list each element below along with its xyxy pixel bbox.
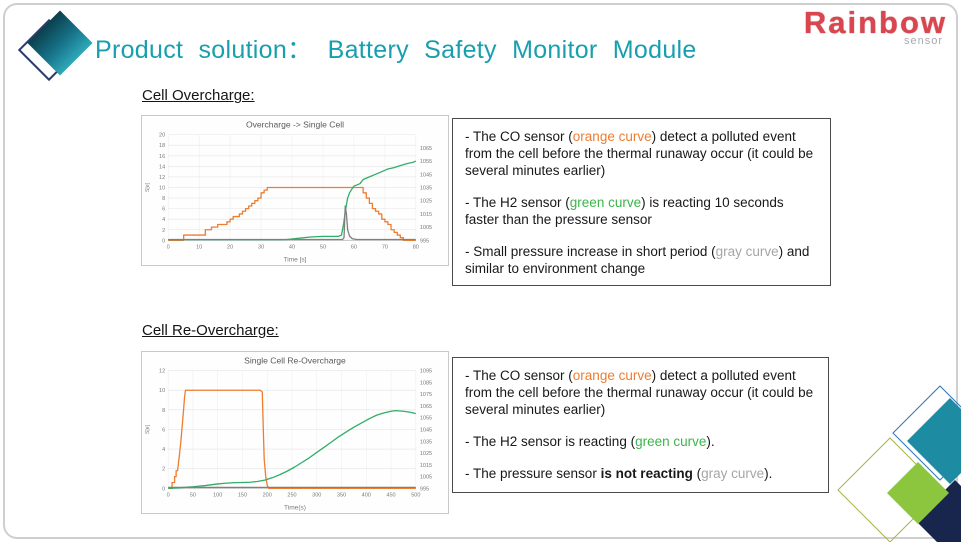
svg-text:6: 6 — [162, 207, 165, 213]
svg-text:80: 80 — [413, 244, 419, 250]
svg-text:2: 2 — [162, 228, 165, 234]
svg-text:20: 20 — [227, 244, 233, 250]
svg-text:1005: 1005 — [420, 475, 432, 481]
svg-text:1085: 1085 — [420, 380, 432, 386]
svg-text:6: 6 — [162, 427, 165, 433]
decor-diamond-teal — [907, 398, 961, 484]
notes-reovercharge: - The CO sensor (orange curve) detect a … — [452, 357, 829, 493]
note-paragraph: - The H2 sensor (green curve) is reactin… — [465, 195, 784, 227]
svg-text:500: 500 — [411, 492, 420, 498]
svg-text:8: 8 — [162, 196, 165, 202]
svg-text:10: 10 — [159, 185, 165, 191]
svg-text:4: 4 — [162, 447, 165, 453]
svg-text:Overcharge -> Single Cell: Overcharge -> Single Cell — [246, 120, 344, 130]
svg-text:Single Cell Re-Overcharge: Single Cell Re-Overcharge — [244, 356, 346, 366]
section-heading-reovercharge: Cell Re-Overcharge: — [142, 322, 279, 339]
svg-text:300: 300 — [312, 492, 321, 498]
svg-text:1015: 1015 — [420, 212, 432, 218]
company-diamond-logo — [17, 10, 96, 82]
svg-text:14: 14 — [159, 164, 165, 170]
svg-text:1005: 1005 — [420, 225, 432, 231]
svg-text:Time(s): Time(s) — [284, 505, 306, 512]
svg-text:12: 12 — [159, 175, 165, 181]
decor-diamond-navy — [915, 480, 961, 542]
svg-text:0: 0 — [167, 492, 170, 498]
svg-text:0: 0 — [162, 238, 165, 244]
brand-subtitle: sensor — [903, 35, 943, 47]
svg-text:S[e]: S[e] — [145, 182, 151, 192]
decor-diamonds — [837, 385, 961, 542]
svg-text:Time [s]: Time [s] — [284, 256, 307, 263]
svg-text:8: 8 — [162, 408, 165, 414]
svg-text:1045: 1045 — [420, 172, 432, 178]
svg-text:100: 100 — [213, 492, 222, 498]
decor-diamond-outline-blue — [892, 385, 961, 481]
svg-text:16: 16 — [159, 154, 165, 160]
svg-text:30: 30 — [258, 244, 264, 250]
svg-text:1055: 1055 — [420, 159, 432, 165]
svg-text:20: 20 — [159, 133, 165, 139]
brand-name: Rainbow — [803, 5, 947, 40]
svg-text:1025: 1025 — [420, 199, 432, 205]
svg-text:1025: 1025 — [420, 451, 432, 457]
svg-text:0: 0 — [162, 486, 165, 492]
svg-text:1065: 1065 — [420, 404, 432, 410]
svg-text:150: 150 — [238, 492, 247, 498]
note-paragraph: - The H2 sensor is reacting (green curve… — [465, 434, 715, 449]
svg-text:1045: 1045 — [420, 427, 432, 433]
section-heading-overcharge: Cell Overcharge: — [142, 87, 255, 104]
decor-diamond-lime — [887, 462, 949, 524]
svg-text:40: 40 — [289, 244, 295, 250]
svg-text:250: 250 — [287, 492, 296, 498]
svg-text:1095: 1095 — [420, 369, 432, 375]
svg-text:12: 12 — [159, 369, 165, 375]
svg-text:S[e]: S[e] — [145, 424, 151, 434]
notes-overcharge: - The CO sensor (orange curve) detect a … — [452, 118, 831, 286]
svg-text:50: 50 — [190, 492, 196, 498]
svg-text:18: 18 — [159, 143, 165, 149]
svg-text:1075: 1075 — [420, 392, 432, 398]
svg-text:0: 0 — [167, 244, 170, 250]
svg-text:350: 350 — [337, 492, 346, 498]
chart-reovercharge: 0 50 100 150 200 250 300 350 400 450 500 0 2 4 6 8 10 12 9… — [141, 351, 449, 514]
chart-overcharge: 0 10 20 30 40 50 60 70 80 0 2 4 6 8 10 12 14 16 18 20 995 100… — [141, 115, 449, 266]
svg-text:995: 995 — [420, 238, 429, 244]
svg-text:400: 400 — [362, 492, 371, 498]
note-paragraph: - Small pressure increase in short perio… — [465, 244, 810, 276]
svg-text:200: 200 — [263, 492, 272, 498]
svg-text:450: 450 — [386, 492, 395, 498]
svg-text:50: 50 — [320, 244, 326, 250]
note-paragraph: - The pressure sensor is not reacting (g… — [465, 466, 773, 481]
brand-logo: Rainbow sensor — [803, 5, 947, 48]
svg-text:1015: 1015 — [420, 463, 432, 469]
svg-text:10: 10 — [196, 244, 202, 250]
svg-text:1065: 1065 — [420, 146, 432, 152]
svg-text:2: 2 — [162, 467, 165, 473]
svg-text:1055: 1055 — [420, 416, 432, 422]
svg-text:1035: 1035 — [420, 185, 432, 191]
note-paragraph: - The CO sensor (orange curve) detect a … — [465, 129, 814, 178]
note-paragraph: - The CO sensor (orange curve) detect a … — [465, 368, 814, 417]
svg-text:1035: 1035 — [420, 439, 432, 445]
svg-text:995: 995 — [420, 486, 429, 492]
page-title: Product solution： Battery Safety Monitor… — [95, 36, 697, 64]
svg-text:60: 60 — [351, 244, 357, 250]
svg-text:70: 70 — [382, 244, 388, 250]
svg-text:4: 4 — [162, 217, 165, 223]
svg-text:10: 10 — [159, 388, 165, 394]
